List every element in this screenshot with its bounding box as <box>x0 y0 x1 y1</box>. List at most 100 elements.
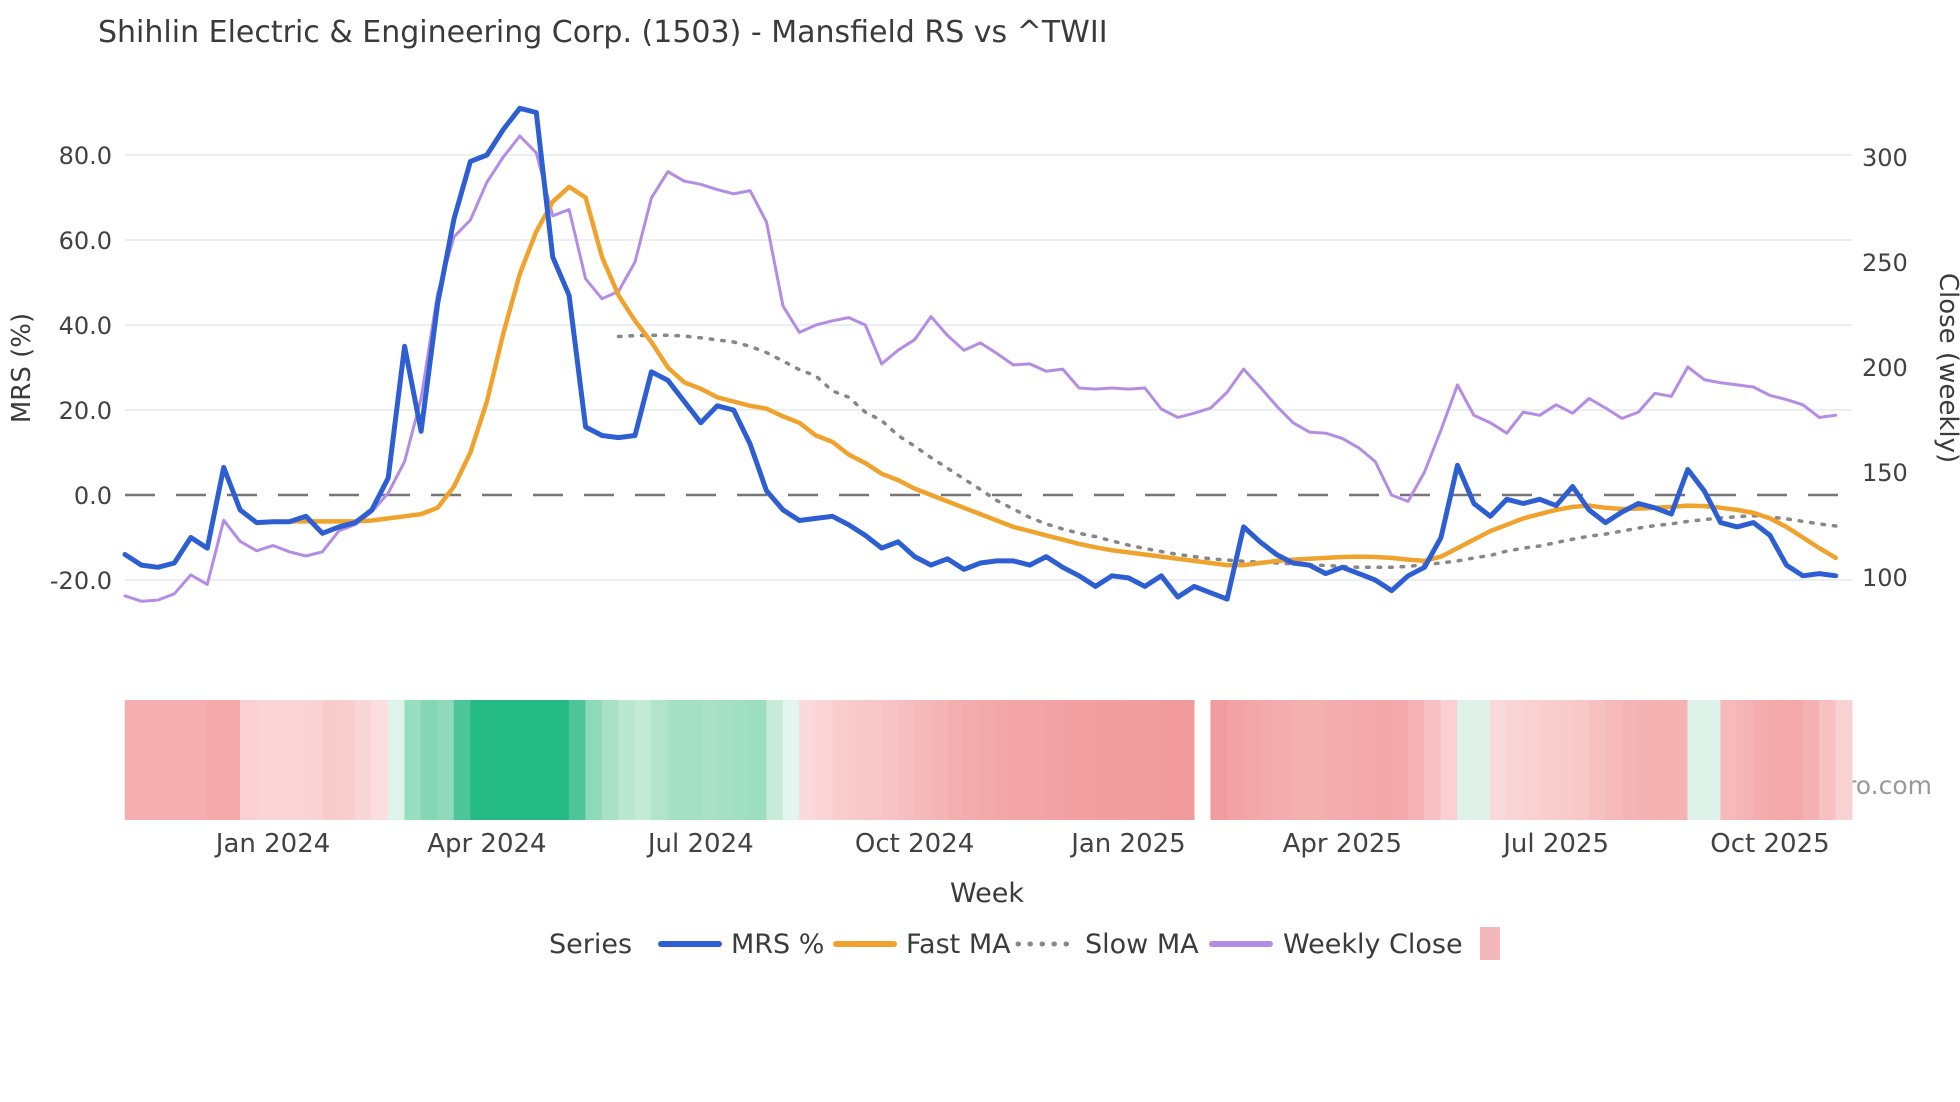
left-tick-label: 40.0 <box>59 312 112 340</box>
left-tick-label: 0.0 <box>74 482 112 510</box>
heatmap-week-cell <box>568 700 586 820</box>
heatmap-week-cell <box>1128 700 1146 820</box>
heatmap-week-cell <box>1045 700 1063 820</box>
heatmap-week-cell <box>1506 700 1524 820</box>
heatmap-week-cell <box>1407 700 1425 820</box>
heatmap-week-cell <box>239 700 257 820</box>
right-tick-label: 100 <box>1862 564 1908 592</box>
heatmap-week-cell <box>1769 700 1787 820</box>
heatmap-week-cell <box>338 700 356 820</box>
heatmap-week-cell <box>536 700 553 820</box>
heatmap-week-cell <box>667 700 685 820</box>
heatmap-week-cell <box>1440 700 1458 820</box>
heatmap-week-cell <box>733 700 751 820</box>
heatmap-week-cell <box>716 700 734 820</box>
series-line <box>287 184 1839 568</box>
legend-item-label[interactable]: MRS % <box>731 929 824 960</box>
heatmap-week-cell <box>256 700 274 820</box>
x-tick-label: Jul 2024 <box>646 829 754 859</box>
heatmap-week-cell <box>223 700 241 820</box>
heatmap-week-cell <box>1095 700 1113 820</box>
heatmap-week-cell <box>914 700 932 820</box>
right-tick-label: 250 <box>1862 249 1908 277</box>
heatmap-week-cell <box>1342 700 1359 820</box>
heatmap-week-cell <box>634 700 652 820</box>
heatmap-week-cell <box>782 700 800 820</box>
heatmap-week-cell <box>996 700 1014 820</box>
x-tick-label: Apr 2025 <box>1283 829 1402 859</box>
heatmap-week-cell <box>1539 700 1557 820</box>
heatmap-week-cell <box>1555 700 1573 820</box>
heatmap-week-cell <box>486 700 504 820</box>
right-tick-label: 200 <box>1862 354 1908 382</box>
heatmap-week-cell <box>1210 700 1228 820</box>
x-axis-ticks: Jan 2024 Apr 2024 Jul 2024 Oct 2024 Jan 2025… <box>214 829 1830 859</box>
heatmap-week-cell <box>1062 700 1080 820</box>
legend-item-label[interactable]: Fast MA <box>906 929 1011 960</box>
heatmap-week-cell <box>470 700 488 820</box>
heatmap-week-cell <box>1786 700 1804 820</box>
left-tick-label: 20.0 <box>59 397 112 425</box>
heatmap-week-cell <box>1572 700 1590 820</box>
page-title: Shihlin Electric & Engineering Corp. (15… <box>98 15 1108 50</box>
heatmap-week-cell <box>141 700 159 820</box>
heatmap-week-cell <box>618 700 636 820</box>
heatmap-week-cell <box>651 700 669 820</box>
heatmap-week-cell <box>1819 700 1837 820</box>
heatmap-week-cell <box>1078 700 1096 820</box>
heatmap-week-cell <box>1029 700 1047 820</box>
heatmap-week-cell <box>585 700 603 820</box>
heatmap-week-cell <box>700 700 718 820</box>
heatmap-strip <box>124 700 1853 820</box>
heatmap-week-cell <box>503 700 521 820</box>
series-lines <box>122 105 1839 603</box>
heatmap-week-cell <box>947 700 965 820</box>
heatmap-week-cell <box>684 700 701 820</box>
heatmap-week-cell <box>1638 700 1656 820</box>
heatmap-week-cell <box>437 700 455 820</box>
heatmap-week-cell <box>174 700 192 820</box>
heatmap-week-cell <box>766 700 784 820</box>
series-line <box>122 105 1839 602</box>
heatmap-week-cell <box>1490 700 1508 820</box>
legend: MRS % Fast MA Slow MA Weekly Close <box>658 927 1500 960</box>
left-axis-ticks: 80.0 60.0 40.0 20.0 0.0 -20.0 <box>50 142 112 595</box>
legend-item-label[interactable]: Weekly Close <box>1283 929 1463 960</box>
x-tick-label: Jul 2025 <box>1501 829 1609 859</box>
heatmap-week-cell <box>1243 700 1261 820</box>
heatmap-week-cell <box>1621 700 1639 820</box>
heatmap-week-cell <box>1523 700 1540 820</box>
heatmap-week-cell <box>124 700 142 820</box>
heatmap-week-cell <box>1325 700 1343 820</box>
heatmap-week-cell <box>1276 700 1294 820</box>
left-tick-label: -20.0 <box>50 567 112 595</box>
heatmap-week-cell <box>207 700 224 820</box>
x-tick-label: Jan 2025 <box>1069 829 1186 859</box>
heatmap-week-cell <box>1753 700 1771 820</box>
heatmap-week-cell <box>1473 700 1491 820</box>
legend-heatmap-swatch[interactable] <box>1480 927 1500 960</box>
heatmap-week-cell <box>1703 700 1721 820</box>
left-tick-label: 60.0 <box>59 227 112 255</box>
heatmap-week-cell <box>552 700 570 820</box>
heatmap-week-cell <box>371 700 389 820</box>
heatmap-week-cell <box>1144 700 1162 820</box>
heatmap-week-cell <box>1259 700 1277 820</box>
heatmap-week-cell <box>930 700 948 820</box>
heatmap-week-cell <box>749 700 767 820</box>
heatmap-week-cell <box>897 700 915 820</box>
legend-item-label[interactable]: Slow MA <box>1085 929 1199 960</box>
right-axis-title: Close (weekly) <box>1933 273 1960 463</box>
heatmap-week-cell <box>865 700 882 820</box>
heatmap-week-cell <box>1424 700 1442 820</box>
heatmap-week-cell <box>1013 700 1030 820</box>
heatmap-week-cell <box>963 700 981 820</box>
heatmap-week-cell <box>1177 700 1195 820</box>
heatmap-week-cell <box>519 700 537 820</box>
right-tick-label: 300 <box>1862 144 1908 172</box>
right-axis-ticks: 300 250 200 150 100 <box>1862 144 1908 592</box>
heatmap-week-cell <box>190 700 208 820</box>
x-tick-label: Oct 2024 <box>855 829 974 859</box>
